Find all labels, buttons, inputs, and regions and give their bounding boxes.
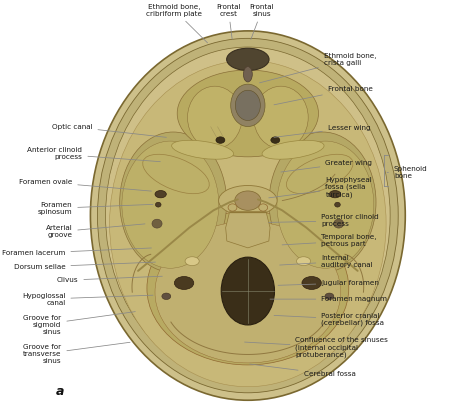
Text: Jugular foramen: Jugular foramen [278,280,379,286]
Ellipse shape [262,140,324,159]
Ellipse shape [143,154,210,194]
Ellipse shape [152,219,162,228]
Text: Ethmoid bone,
crista galli: Ethmoid bone, crista galli [259,53,376,83]
Ellipse shape [155,202,161,207]
Text: Lesser wing: Lesser wing [274,125,370,137]
Ellipse shape [231,84,265,126]
Ellipse shape [235,191,261,210]
Ellipse shape [259,204,268,211]
Ellipse shape [235,90,260,120]
Polygon shape [226,211,270,248]
Ellipse shape [302,277,321,289]
Ellipse shape [155,191,166,198]
Ellipse shape [277,141,374,268]
Text: Frontal bone: Frontal bone [274,86,373,105]
Ellipse shape [188,86,242,149]
Ellipse shape [286,154,353,194]
Ellipse shape [254,86,308,149]
Ellipse shape [106,47,390,384]
Ellipse shape [185,257,199,266]
Text: Confluence of the sinuses
(internal occipital
protuberance): Confluence of the sinuses (internal occi… [245,337,388,358]
Text: Dorsum sellae: Dorsum sellae [14,262,155,270]
Text: Sphenoid
bone: Sphenoid bone [387,166,428,179]
Ellipse shape [219,186,277,216]
Text: Foramen lacerum: Foramen lacerum [2,248,151,256]
Ellipse shape [91,31,405,400]
Text: Foramen ovale: Foramen ovale [19,179,151,191]
Ellipse shape [227,48,269,71]
Ellipse shape [147,211,349,365]
Ellipse shape [162,293,171,299]
Ellipse shape [109,60,386,387]
Text: Clivus: Clivus [57,276,162,283]
Text: Posterior clinoid
process: Posterior clinoid process [269,214,379,227]
Ellipse shape [271,137,280,143]
Text: Temporal bone,
petrous part: Temporal bone, petrous part [282,235,377,248]
Ellipse shape [120,132,227,273]
Ellipse shape [221,257,274,325]
Text: Hypophyseal
fossa (sella
turcica): Hypophyseal fossa (sella turcica) [269,177,372,198]
Ellipse shape [297,257,310,266]
Ellipse shape [334,219,344,228]
Text: Hypoglossal
canal: Hypoglossal canal [22,293,153,306]
Text: Ethmoid bone,
cribriform plate: Ethmoid bone, cribriform plate [146,4,208,43]
Text: Frontal
sinus: Frontal sinus [250,4,274,40]
Text: Frontal
crest: Frontal crest [216,4,241,39]
Ellipse shape [329,191,341,198]
Text: Optic canal: Optic canal [52,124,166,137]
Text: Foramen magnum: Foramen magnum [270,296,387,302]
Ellipse shape [335,202,340,207]
Text: Groove for
sigmoid
sinus: Groove for sigmoid sinus [23,312,135,335]
Text: Foramen
spinosum: Foramen spinosum [37,202,153,215]
Ellipse shape [325,293,334,299]
Text: Posterior cranial
(cerebellar) fossa: Posterior cranial (cerebellar) fossa [274,313,384,326]
Ellipse shape [98,38,398,393]
Text: Cerebral fossa: Cerebral fossa [250,364,356,377]
Ellipse shape [216,137,225,143]
Text: Anterior clinoid
process: Anterior clinoid process [27,147,160,162]
Text: Internal
auditory canal: Internal auditory canal [280,255,373,268]
Ellipse shape [172,140,234,159]
Ellipse shape [177,70,319,157]
Ellipse shape [174,277,194,289]
Ellipse shape [155,222,341,363]
Text: Groove for
transverse
sinus: Groove for transverse sinus [23,342,130,364]
Text: a: a [56,386,64,399]
Ellipse shape [228,204,237,211]
Ellipse shape [244,67,252,82]
Text: Greater wing: Greater wing [281,160,373,172]
Ellipse shape [269,132,376,273]
Ellipse shape [122,141,219,268]
Text: Arterial
groove: Arterial groove [46,224,145,238]
